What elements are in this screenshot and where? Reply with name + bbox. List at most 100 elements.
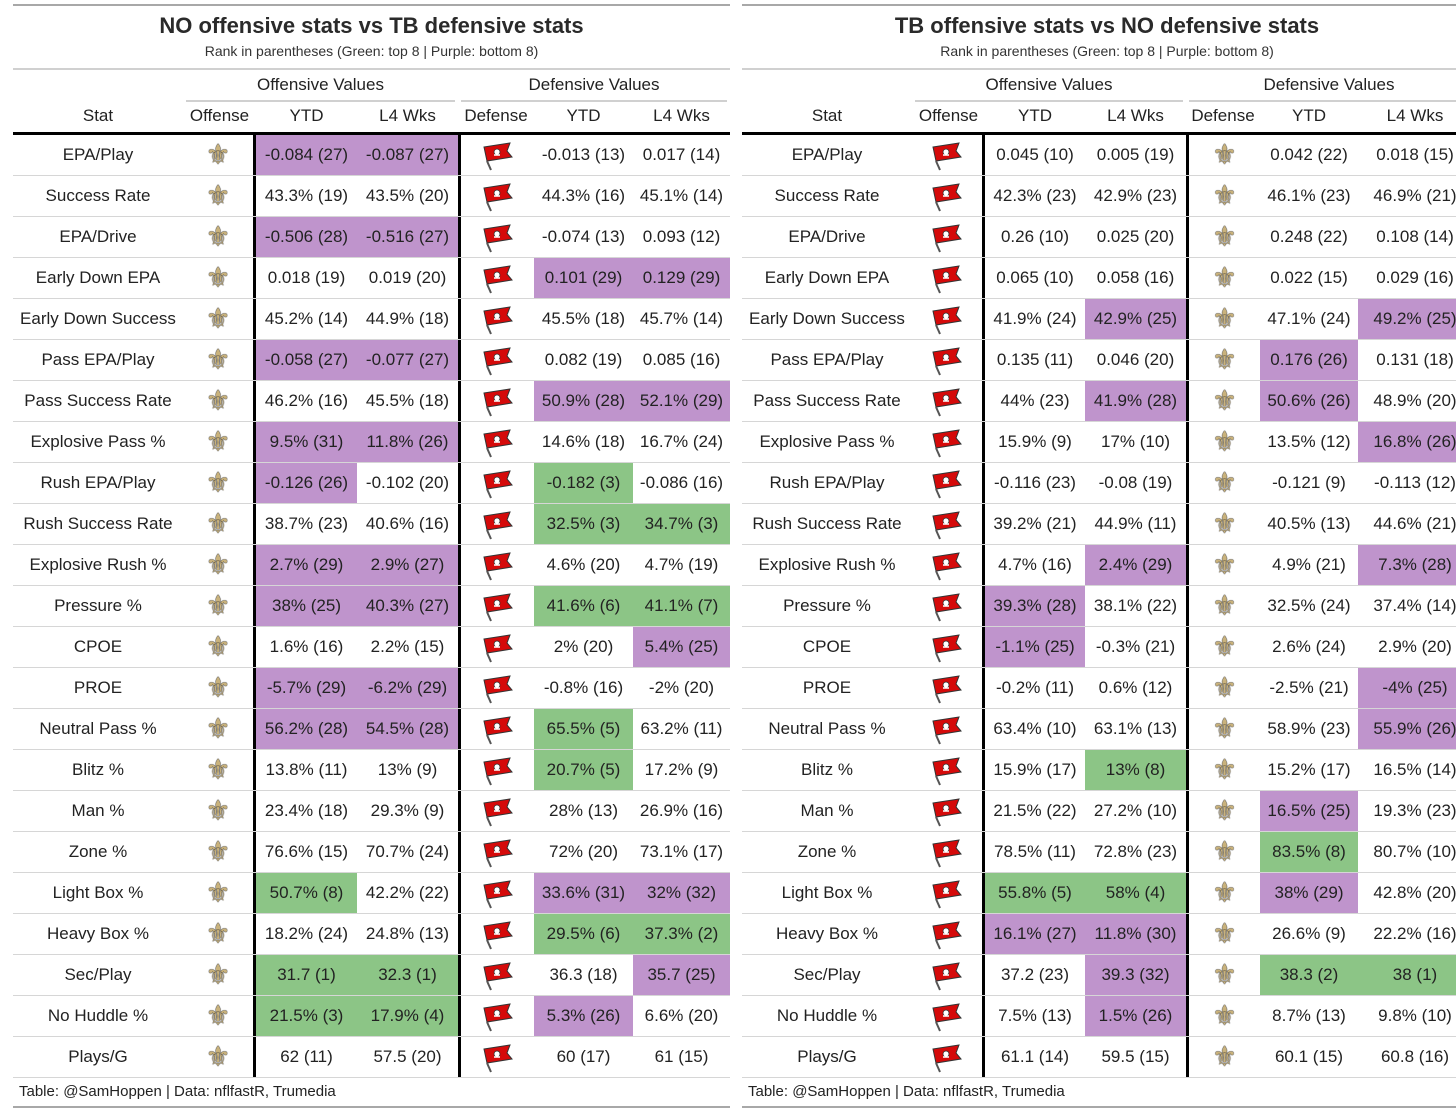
stat-label: PROE xyxy=(802,678,852,697)
defense-ytd-cell: 32.5% (3) xyxy=(534,504,633,544)
offense-ytd-cell: 16.1% (27) xyxy=(985,914,1085,954)
defense-ytd-cell: 28% (13) xyxy=(549,801,618,820)
defense-l4-cell: 0.085 (16) xyxy=(642,350,721,369)
buccaneers-flag-icon xyxy=(481,920,515,949)
col-header-defense: Defense xyxy=(1191,106,1255,125)
saints-fleur-de-lis-icon: ⚜ xyxy=(1211,344,1238,375)
offense-l4-cell: 39.3 (32) xyxy=(1085,955,1186,995)
saints-fleur-de-lis-icon: ⚜ xyxy=(205,1000,231,1031)
defense-ytd-cell: 33.6% (31) xyxy=(534,873,633,913)
saints-fleur-de-lis-icon: ⚜ xyxy=(1211,180,1238,211)
offense-l4-cell: -0.102 (20) xyxy=(365,473,450,492)
offense-l4-cell: 13% (9) xyxy=(377,760,438,779)
offense-ytd-cell: 15.9% (9) xyxy=(998,432,1072,451)
stat-label: Blitz % xyxy=(801,760,853,779)
saints-fleur-de-lis-icon: ⚜ xyxy=(205,754,231,785)
offense-ytd-cell: 39.3% (28) xyxy=(985,586,1085,626)
stat-label: Early Down Success xyxy=(20,309,176,328)
stat-label: Rush Success Rate xyxy=(23,514,173,533)
offense-l4-cell: 44.9% (18) xyxy=(365,309,450,328)
saints-fleur-de-lis-icon: ⚜ xyxy=(205,713,231,744)
buccaneers-flag-icon xyxy=(930,469,964,498)
buccaneers-flag-icon xyxy=(930,1043,964,1072)
offense-l4-cell: 2.2% (15) xyxy=(370,637,445,656)
saints-fleur-de-lis-icon: ⚜ xyxy=(205,1041,231,1072)
saints-fleur-de-lis-icon: ⚜ xyxy=(205,467,231,498)
offense-l4-cell: 2.4% (29) xyxy=(1085,545,1186,585)
offense-ytd-cell: -0.084 (27) xyxy=(256,135,357,175)
stat-label: Early Down EPA xyxy=(35,268,161,287)
offense-l4-cell: 42.9% (23) xyxy=(1093,186,1178,205)
buccaneers-flag-icon xyxy=(930,182,964,211)
table-title: TB offensive stats vs NO defensive stats xyxy=(894,13,1320,38)
offense-ytd-cell: 9.5% (31) xyxy=(256,422,357,462)
offense-l4-cell: 59.5 (15) xyxy=(1101,1047,1170,1066)
offense-l4-cell: 27.2% (10) xyxy=(1093,801,1178,820)
saints-fleur-de-lis-icon: ⚜ xyxy=(1211,713,1238,744)
table-row: Early Down Success 41.9% (24) 42.9% (25) ⚜ 4… xyxy=(742,299,1456,340)
offense-ytd-cell: 0.065 (10) xyxy=(996,268,1074,287)
offense-ytd-cell: 55.8% (5) xyxy=(985,873,1085,913)
defense-l4-cell: 19.3% (23) xyxy=(1373,801,1456,820)
defense-l4-cell: 52.1% (29) xyxy=(633,381,730,421)
defense-l4-cell: 0.017 (14) xyxy=(642,145,721,164)
table-row: Blitz % 15.9% (17) 13% (8) ⚜ 15.2% (17) 16.5%… xyxy=(742,750,1456,791)
table-row: CPOE ⚜ 1.6% (16) 2.2% (15) 2% (20) 5.4% (25) xyxy=(13,627,730,668)
defense-l4-cell: 0.131 (18) xyxy=(1376,350,1454,369)
offense-l4-cell: -0.087 (27) xyxy=(357,135,458,175)
stat-label: Success Rate xyxy=(45,186,151,205)
offense-ytd-cell: 0.26 (10) xyxy=(1000,227,1070,246)
defense-ytd-cell: 0.176 (26) xyxy=(1260,340,1358,380)
offense-ytd-cell: -0.126 (26) xyxy=(256,463,357,503)
table-title: NO offensive stats vs TB defensive stats xyxy=(159,13,584,38)
table-row: Rush Success Rate 39.2% (21) 44.9% (11) ⚜ 40… xyxy=(742,504,1456,545)
offense-ytd-cell: -0.2% (11) xyxy=(995,678,1075,697)
stat-label: Heavy Box % xyxy=(46,924,150,943)
offense-l4-cell: 58% (4) xyxy=(1085,873,1186,913)
stat-label: Sec/Play xyxy=(64,965,132,984)
defense-l4-cell: 9.8% (10) xyxy=(1378,1006,1452,1025)
saints-fleur-de-lis-icon: ⚜ xyxy=(205,918,231,949)
buccaneers-flag-icon xyxy=(930,797,964,826)
defense-l4-cell: -0.113 (12) xyxy=(1374,473,1456,492)
defense-l4-cell: 16.7% (24) xyxy=(639,432,724,451)
table-row: PROE -0.2% (11) 0.6% (12) ⚜ -2.5% (21) -4% (2… xyxy=(742,668,1456,709)
stat-label: Man % xyxy=(71,801,125,820)
offense-ytd-cell: 38% (25) xyxy=(256,586,357,626)
offense-l4-cell: 11.8% (30) xyxy=(1085,914,1186,954)
saints-fleur-de-lis-icon: ⚜ xyxy=(205,344,231,375)
stat-label: Sec/Play xyxy=(793,965,861,984)
stat-label: EPA/Play xyxy=(791,145,863,164)
table-row: Zone % 78.5% (11) 72.8% (23) ⚜ 83.5% (8) 80.7… xyxy=(742,832,1456,873)
buccaneers-flag-icon xyxy=(481,1002,515,1031)
offense-ytd-cell: 2.7% (29) xyxy=(256,545,357,585)
table-subtitle: Rank in parentheses (Green: top 8 | Purp… xyxy=(940,43,1274,59)
buccaneers-flag-icon xyxy=(481,428,515,457)
defense-l4-cell: 0.029 (16) xyxy=(1376,268,1454,287)
buccaneers-flag-icon xyxy=(481,305,515,334)
saints-fleur-de-lis-icon: ⚜ xyxy=(205,795,231,826)
saints-fleur-de-lis-icon: ⚜ xyxy=(1211,467,1238,498)
offense-l4-cell: 17% (10) xyxy=(1101,432,1170,451)
table-footer-credit: Table: @SamHoppen | Data: nflfastR, Trum… xyxy=(742,1078,1456,1108)
buccaneers-flag-icon xyxy=(930,879,964,908)
defense-l4-cell: 0.108 (14) xyxy=(1376,227,1454,246)
offense-l4-cell: 17.9% (4) xyxy=(357,996,458,1036)
table-row: Early Down EPA ⚜ 0.018 (19) 0.019 (20) 0.101… xyxy=(13,258,730,299)
offense-ytd-cell: 21.5% (3) xyxy=(256,996,357,1036)
defense-ytd-cell: 50.9% (28) xyxy=(534,381,633,421)
offense-l4-cell: 40.6% (16) xyxy=(365,514,450,533)
stat-label: Pass EPA/Play xyxy=(770,350,884,369)
defense-ytd-cell: -0.121 (9) xyxy=(1272,473,1346,492)
buccaneers-flag-icon xyxy=(481,387,515,416)
table-row: Man % 21.5% (22) 27.2% (10) ⚜ 16.5% (25) 19.3… xyxy=(742,791,1456,832)
defense-ytd-cell: 41.6% (6) xyxy=(534,586,633,626)
table-row: Neutral Pass % 63.4% (10) 63.1% (13) ⚜ 58.9%… xyxy=(742,709,1456,750)
stat-label: CPOE xyxy=(73,637,123,656)
table-row: Pass EPA/Play ⚜ -0.058 (27) -0.077 (27) 0.08… xyxy=(13,340,730,381)
defense-ytd-cell: -0.182 (3) xyxy=(534,463,633,503)
offense-ytd-cell: 56.2% (28) xyxy=(256,709,357,749)
table-row: Sec/Play 37.2 (23) 39.3 (32) ⚜ 38.3 (2) 38 (1… xyxy=(742,955,1456,996)
offense-l4-cell: 70.7% (24) xyxy=(365,842,450,861)
defense-ytd-cell: 4.6% (20) xyxy=(546,555,621,574)
